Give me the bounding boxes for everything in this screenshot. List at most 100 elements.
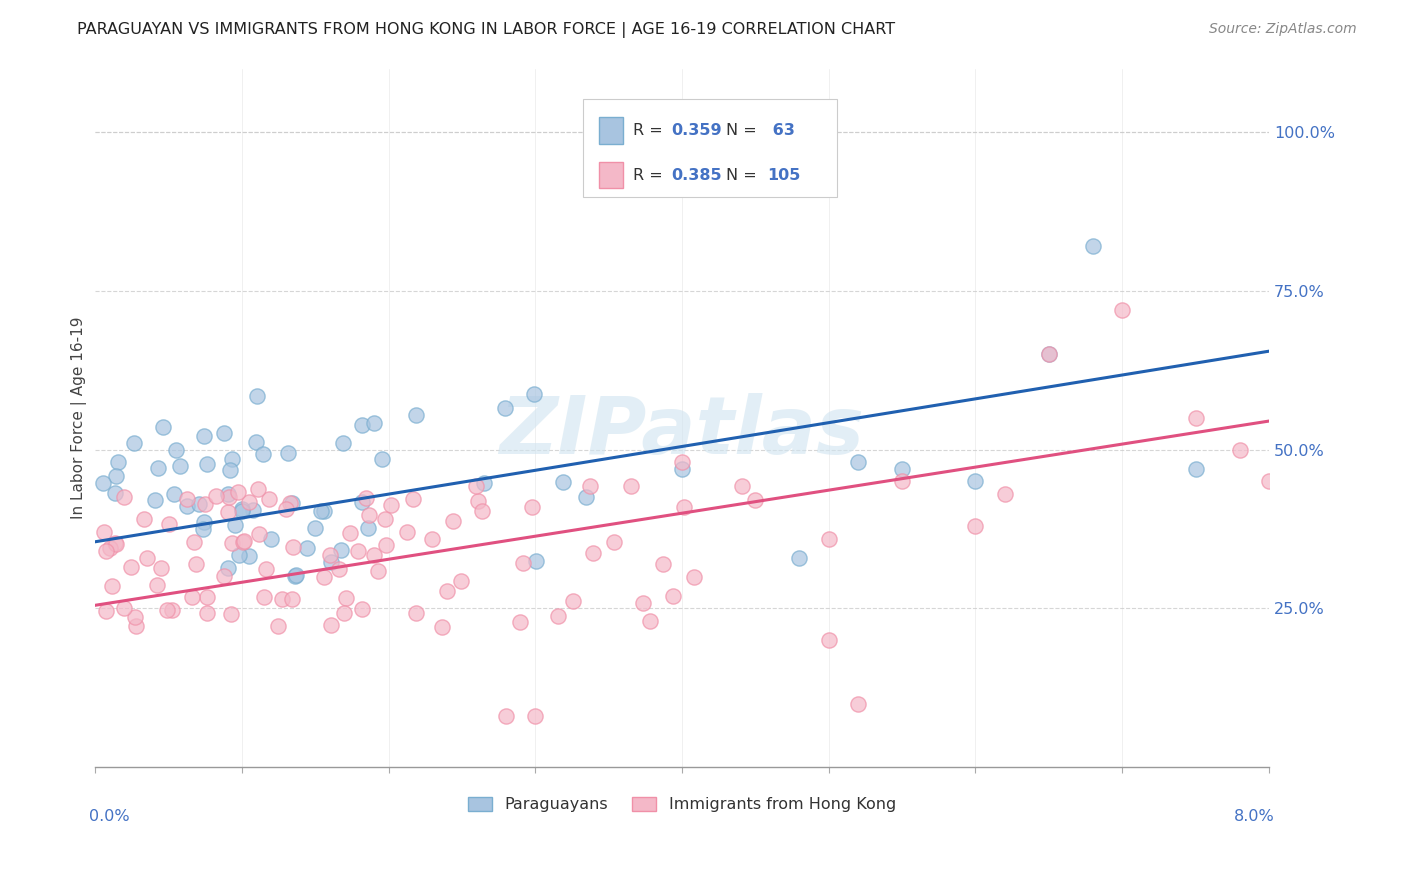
FancyBboxPatch shape xyxy=(599,117,623,144)
Point xyxy=(105,537,128,551)
Point xyxy=(524,709,547,723)
Text: N =: N = xyxy=(727,168,762,183)
Point xyxy=(98,541,121,555)
Point xyxy=(1184,461,1206,475)
Point xyxy=(297,541,319,555)
Point xyxy=(512,557,534,571)
Point xyxy=(197,590,219,604)
Point xyxy=(145,578,167,592)
Point xyxy=(682,570,704,584)
Point xyxy=(319,548,342,562)
Point xyxy=(231,502,253,516)
Point xyxy=(335,591,357,606)
Point xyxy=(221,451,243,466)
Point xyxy=(471,504,494,518)
Point xyxy=(402,491,425,506)
Point xyxy=(232,534,254,549)
Point xyxy=(101,579,124,593)
Point xyxy=(283,569,305,583)
Text: 0.0%: 0.0% xyxy=(90,809,129,824)
Point xyxy=(157,516,180,531)
Point xyxy=(582,546,605,560)
Point xyxy=(195,606,218,620)
Point xyxy=(522,500,544,515)
Point xyxy=(186,558,208,572)
Point xyxy=(817,532,839,546)
Point xyxy=(114,490,136,504)
Text: 8.0%: 8.0% xyxy=(1234,809,1275,824)
Point xyxy=(472,476,495,491)
Point xyxy=(246,389,269,403)
Point xyxy=(280,496,302,510)
Point xyxy=(671,461,693,475)
Point xyxy=(274,501,297,516)
FancyBboxPatch shape xyxy=(583,99,837,197)
Point xyxy=(212,425,235,440)
Point xyxy=(271,592,294,607)
Point xyxy=(193,429,215,443)
Point xyxy=(405,408,427,422)
Point xyxy=(125,619,148,633)
Point xyxy=(319,618,342,632)
Point xyxy=(309,504,332,518)
Point xyxy=(374,538,396,552)
Point xyxy=(578,479,600,493)
Point xyxy=(465,479,488,493)
Point xyxy=(252,447,274,461)
Point xyxy=(333,606,356,620)
Point xyxy=(551,475,574,489)
Point xyxy=(312,570,335,584)
Point xyxy=(312,504,335,518)
Point xyxy=(149,561,172,575)
Point xyxy=(441,514,464,528)
Point xyxy=(744,493,766,508)
Point xyxy=(162,603,184,617)
Point xyxy=(260,533,283,547)
Point xyxy=(217,505,239,519)
Point xyxy=(217,487,239,501)
Point xyxy=(1111,302,1133,317)
Point xyxy=(420,532,443,546)
Text: 0.359: 0.359 xyxy=(671,123,721,138)
Point xyxy=(195,457,218,471)
Point xyxy=(219,462,242,476)
Point xyxy=(224,518,246,533)
Point xyxy=(994,487,1017,501)
Text: Source: ZipAtlas.com: Source: ZipAtlas.com xyxy=(1209,22,1357,37)
Point xyxy=(94,544,117,558)
FancyBboxPatch shape xyxy=(599,161,623,188)
Point xyxy=(1257,475,1279,489)
Point xyxy=(1081,239,1104,253)
Point xyxy=(620,479,643,493)
Point xyxy=(547,609,569,624)
Text: R =: R = xyxy=(633,168,668,183)
Point xyxy=(228,484,250,499)
Point xyxy=(257,491,280,506)
Point xyxy=(354,491,377,506)
Text: ZIPatlas: ZIPatlas xyxy=(499,392,865,471)
Point xyxy=(218,490,240,504)
Point xyxy=(640,614,662,628)
Point xyxy=(247,527,270,541)
Point xyxy=(254,562,277,576)
Text: N =: N = xyxy=(727,123,762,138)
Point xyxy=(212,569,235,583)
Point xyxy=(191,522,214,536)
Text: 0.385: 0.385 xyxy=(671,168,721,183)
Point xyxy=(304,521,326,535)
Point xyxy=(363,417,385,431)
Point xyxy=(603,534,626,549)
Point xyxy=(523,387,546,401)
Point xyxy=(132,512,155,526)
Point xyxy=(143,492,166,507)
Point xyxy=(352,417,374,432)
Point xyxy=(194,498,217,512)
Point xyxy=(332,436,354,450)
Text: R =: R = xyxy=(633,123,668,138)
Point xyxy=(1184,410,1206,425)
Point xyxy=(104,536,127,550)
Y-axis label: In Labor Force | Age 16-19: In Labor Force | Age 16-19 xyxy=(72,317,87,519)
Text: 105: 105 xyxy=(768,168,800,183)
Point xyxy=(187,497,209,511)
Point xyxy=(253,591,276,605)
